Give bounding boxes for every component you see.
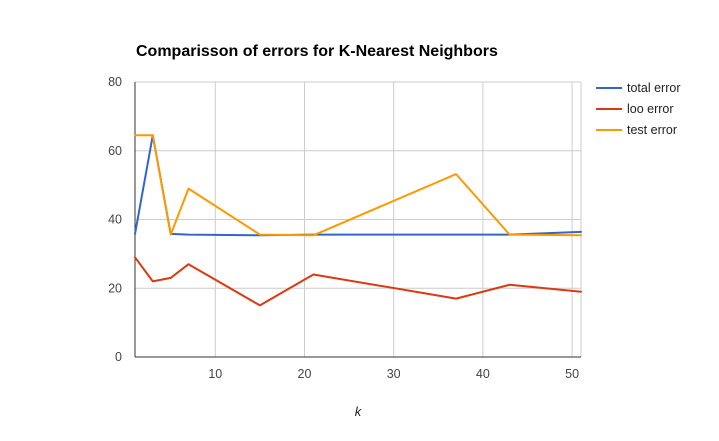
series-line-test-error xyxy=(134,134,582,237)
y-tick-label: 60 xyxy=(108,144,122,158)
legend-label-loo-error: loo error xyxy=(627,102,674,116)
gridlines xyxy=(135,81,582,357)
series-lines xyxy=(134,134,582,307)
chart-title: Comparisson of errors for K-Nearest Neig… xyxy=(136,43,498,60)
x-tick-label: 20 xyxy=(298,367,312,381)
y-tick-label: 20 xyxy=(108,281,122,295)
series-line-loo-error xyxy=(134,256,582,307)
y-tick-label: 40 xyxy=(108,213,122,227)
x-tick-label: 30 xyxy=(387,367,401,381)
y-tick-label: 0 xyxy=(115,350,122,364)
y-tick-label: 80 xyxy=(108,75,122,89)
legend-label-test-error: test error xyxy=(627,123,677,137)
x-tick-label: 40 xyxy=(476,367,490,381)
x-tick-label: 50 xyxy=(565,367,579,381)
x-tick-label: 10 xyxy=(208,367,222,381)
legend-label-total-error: total error xyxy=(627,81,681,95)
x-axis-title: k xyxy=(355,404,363,419)
axes: 0 20 40 60 80 10 20 30 40 50 xyxy=(108,75,581,381)
legend: total error loo error test error xyxy=(596,81,681,137)
